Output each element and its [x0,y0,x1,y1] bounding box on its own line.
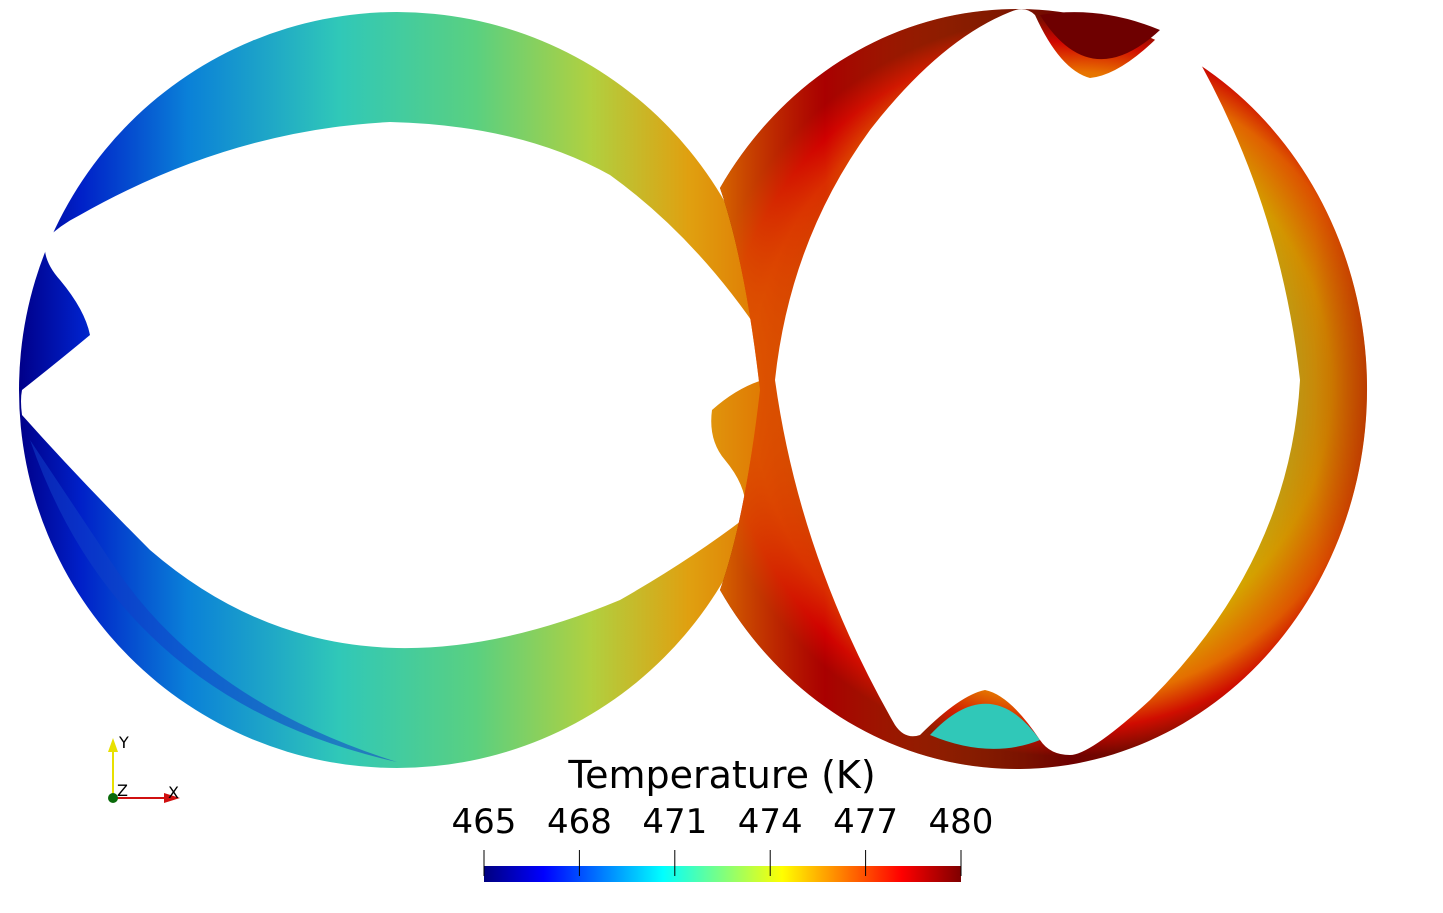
colorbar-tick-label: 468 [547,802,612,842]
right-rotor-chamber [720,9,1368,770]
colorbar-title: Temperature (K) [567,753,875,797]
z-axis-label: Z [117,781,128,800]
colorbar-ticks: 465 468 471 474 477 480 [452,802,994,876]
colorbar: Temperature (K) 465 468 471 474 477 480 [452,753,994,882]
colorbar-tick-label: 471 [642,802,707,842]
y-axis-label: Y [118,733,129,752]
colorbar-gradient [484,866,961,882]
left-rotor-void [21,122,773,649]
x-axis-arrow [164,793,180,803]
colorbar-tick-label: 465 [452,802,517,842]
z-axis-dot [108,793,118,803]
y-axis-arrow [108,738,118,752]
colorbar-tick-label: 474 [738,802,803,842]
left-rotor-chamber [19,12,775,768]
colorbar-tick-label: 480 [929,802,994,842]
x-axis-label: X [168,783,179,802]
right-rotor-void [775,9,1300,755]
orientation-axes: Y X Z [108,733,180,803]
colorbar-tick-label: 477 [833,802,898,842]
